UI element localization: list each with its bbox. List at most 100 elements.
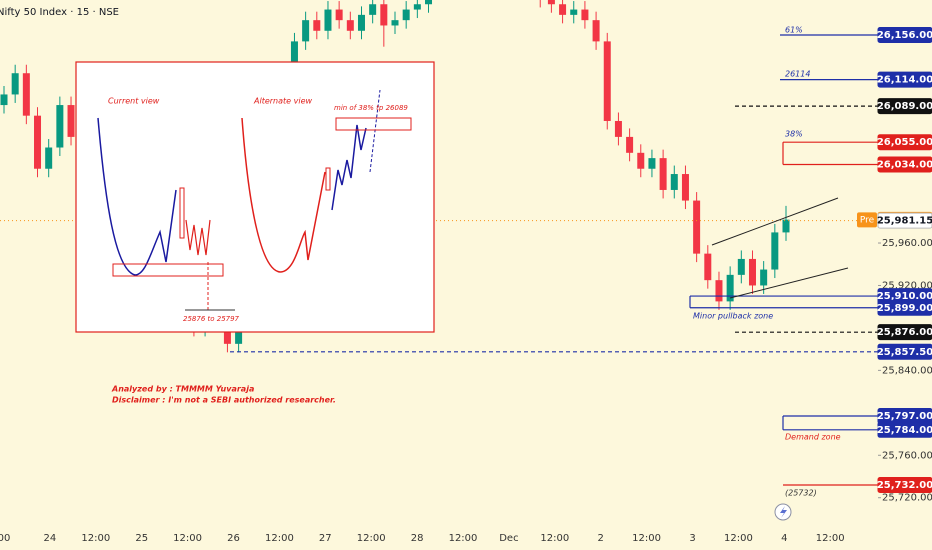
candle-body bbox=[771, 232, 779, 270]
x-tick-label: 12:00 bbox=[816, 533, 845, 544]
candle-body bbox=[11, 73, 19, 95]
x-tick-label: Dec bbox=[499, 533, 518, 544]
annotation: Analyzed by : TMMMM Yuvaraja bbox=[111, 385, 254, 394]
x-tick-label: 2 bbox=[598, 533, 604, 544]
price-label: 25,981.15 bbox=[877, 216, 932, 227]
price-label-box bbox=[877, 299, 932, 316]
price-label: 26,089.00 bbox=[877, 101, 932, 112]
x-tick-label: 12:00 bbox=[632, 533, 661, 544]
inset-box bbox=[75, 61, 435, 333]
sketch-candle bbox=[325, 167, 331, 191]
candle-body bbox=[670, 174, 678, 190]
candle-body bbox=[380, 4, 388, 26]
annotation: Minor pullback zone bbox=[693, 312, 773, 321]
candle-body bbox=[570, 9, 578, 15]
y-tick-label: 25,960.00 bbox=[882, 238, 932, 249]
candle-body bbox=[626, 136, 634, 153]
annotation: 38% bbox=[785, 130, 803, 139]
price-label: 25,857.50 bbox=[877, 347, 932, 358]
price-label: 26,156.00 bbox=[877, 30, 932, 41]
price-label-box bbox=[877, 98, 932, 115]
candle-body bbox=[559, 4, 567, 15]
channel-line bbox=[729, 267, 849, 299]
candle-body bbox=[648, 158, 656, 169]
sketch-zone bbox=[112, 263, 224, 277]
candle-body bbox=[425, 0, 433, 5]
price-label: 25,899.00 bbox=[877, 303, 932, 314]
price-label-box bbox=[877, 71, 932, 88]
target-zone bbox=[335, 117, 412, 131]
candle-body bbox=[56, 105, 64, 148]
sketch-zigzag bbox=[185, 219, 211, 256]
price-label-box bbox=[877, 324, 932, 341]
candle-body bbox=[547, 0, 555, 5]
candle-body bbox=[659, 158, 667, 190]
candle-body bbox=[290, 41, 298, 74]
time-axis bbox=[0, 528, 932, 550]
annotation: 25876 to 25797 bbox=[183, 315, 240, 323]
x-tick-label: 12:00 bbox=[173, 533, 202, 544]
x-tick-label: 12:00 bbox=[449, 533, 478, 544]
candle-body bbox=[782, 219, 790, 233]
channel-line bbox=[711, 197, 839, 246]
x-tick-label: 12:00 bbox=[265, 533, 294, 544]
annotation: 61% bbox=[785, 26, 803, 35]
price-axis bbox=[878, 0, 932, 550]
annotation: Alternate view bbox=[253, 97, 312, 106]
candle-body bbox=[391, 20, 399, 26]
y-tick-label: 25,920.00 bbox=[882, 280, 932, 291]
price-label: 26,055.00 bbox=[877, 137, 932, 148]
x-tick-label: 12:00 bbox=[724, 533, 753, 544]
candle-body bbox=[402, 9, 410, 21]
candle-body bbox=[0, 94, 8, 106]
candle-body bbox=[67, 105, 75, 137]
x-tick-label: 26 bbox=[227, 533, 240, 544]
candle-body bbox=[704, 253, 712, 281]
annotation: min of 38% tp 26089 bbox=[334, 104, 408, 112]
candle-body bbox=[45, 147, 53, 169]
x-tick-label: 24 bbox=[44, 533, 57, 544]
levels bbox=[0, 34, 878, 486]
x-tick-label: 12:00 bbox=[540, 533, 569, 544]
sketch-arrow bbox=[369, 89, 381, 173]
candle-body bbox=[592, 20, 600, 42]
price-label-box bbox=[877, 421, 932, 438]
price-label: 25,732.00 bbox=[877, 480, 932, 491]
x-tick-label: 27 bbox=[319, 533, 332, 544]
annotation: Current view bbox=[108, 97, 160, 106]
candle-body bbox=[313, 20, 321, 31]
candle-body bbox=[637, 152, 645, 169]
price-label: 26,114.00 bbox=[877, 75, 932, 86]
candle-body bbox=[335, 9, 343, 21]
candle-body bbox=[693, 200, 701, 254]
x-tick-label: 4 bbox=[781, 533, 787, 544]
pre-label: Pre bbox=[860, 215, 875, 225]
x-tick-label: 00 bbox=[0, 533, 10, 544]
pre-box bbox=[857, 212, 877, 228]
candle-body bbox=[603, 41, 611, 121]
y-tick-label: 25,840.00 bbox=[882, 365, 932, 376]
x-tick-label: 25 bbox=[135, 533, 148, 544]
candle-body bbox=[346, 20, 354, 31]
price-label: 25,784.00 bbox=[877, 425, 932, 436]
x-tick-label: 12:00 bbox=[81, 533, 110, 544]
annotation: Disclaimer : I'm not a SEBI authorized r… bbox=[112, 396, 336, 405]
candle-body bbox=[357, 14, 365, 31]
candle-body bbox=[34, 115, 42, 169]
price-label-box bbox=[877, 27, 932, 44]
icon-bolt bbox=[780, 506, 787, 518]
alternate-sketch bbox=[241, 117, 326, 273]
candle-body bbox=[715, 280, 723, 302]
candle-body bbox=[22, 73, 30, 116]
candle-body bbox=[413, 4, 421, 10]
price-label-box bbox=[877, 212, 932, 229]
sketch-candle bbox=[179, 187, 185, 239]
candle-body bbox=[302, 20, 310, 42]
candle-body bbox=[681, 174, 689, 201]
annotation: 26114 bbox=[785, 70, 810, 79]
annotation: Demand zone bbox=[785, 433, 841, 442]
x-tick-label: 12:00 bbox=[357, 533, 386, 544]
price-label-box bbox=[877, 343, 932, 360]
